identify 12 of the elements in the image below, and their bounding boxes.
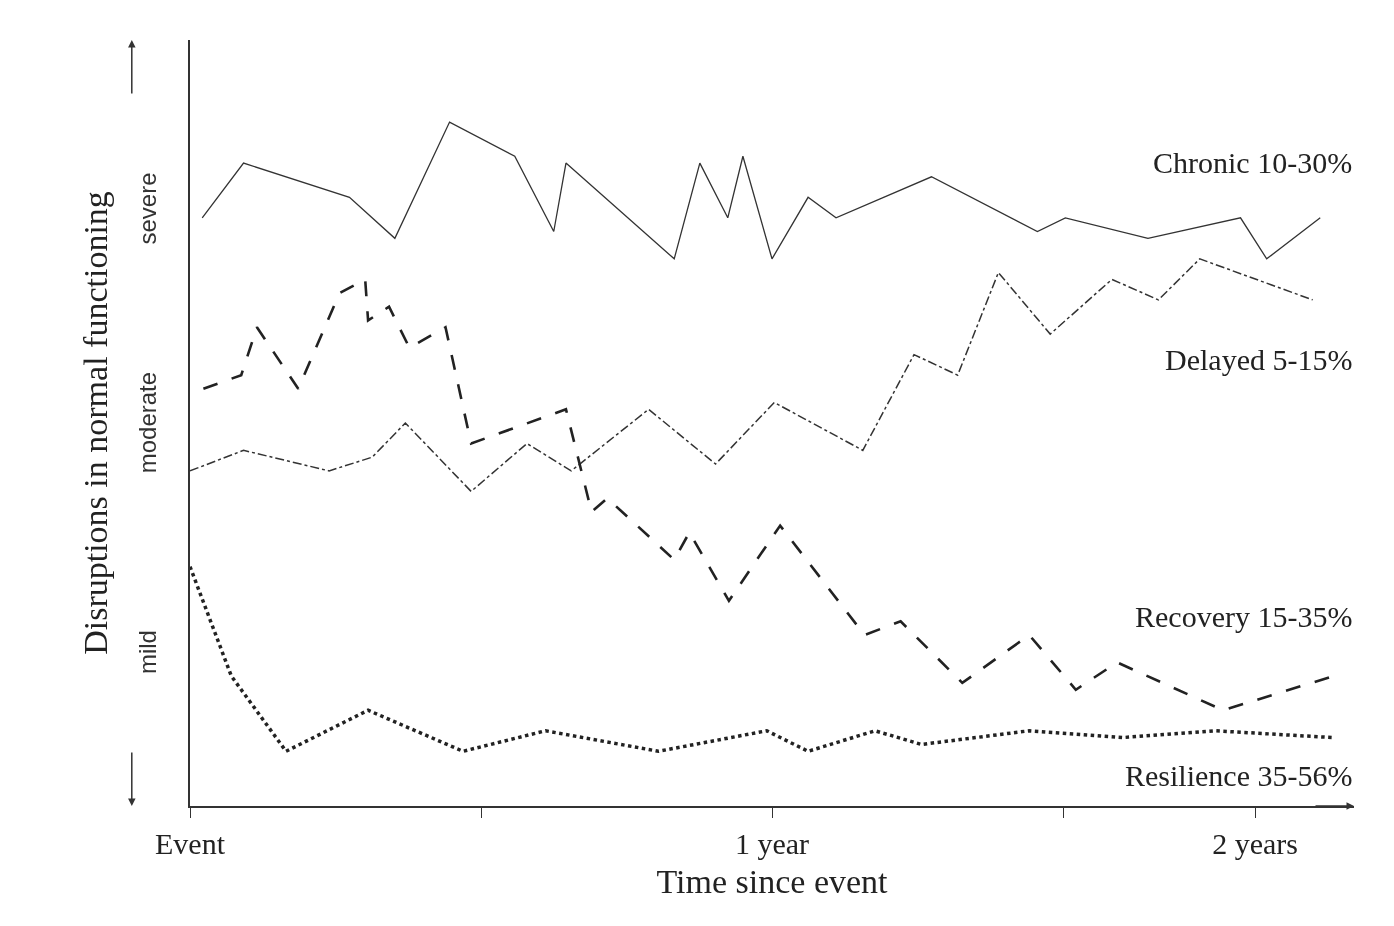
series-label: Resilience 35-56% <box>1125 759 1353 792</box>
x-tick-label: 1 year <box>734 826 810 860</box>
series-label: Delayed 5-15% <box>1165 343 1353 376</box>
x-tick-label: 2 years <box>1212 826 1298 860</box>
x-tick-label: Event <box>155 826 226 860</box>
x-axis-title: Time since event <box>656 862 889 900</box>
series-label: Recovery 15-35% <box>1135 600 1353 633</box>
text: mild <box>133 630 161 675</box>
text: moderate <box>134 371 162 474</box>
y-axis-title: Disruptions in normal functioning <box>77 191 115 655</box>
series-label: Chronic 10-30% <box>1153 146 1353 179</box>
text: severe <box>134 172 162 245</box>
